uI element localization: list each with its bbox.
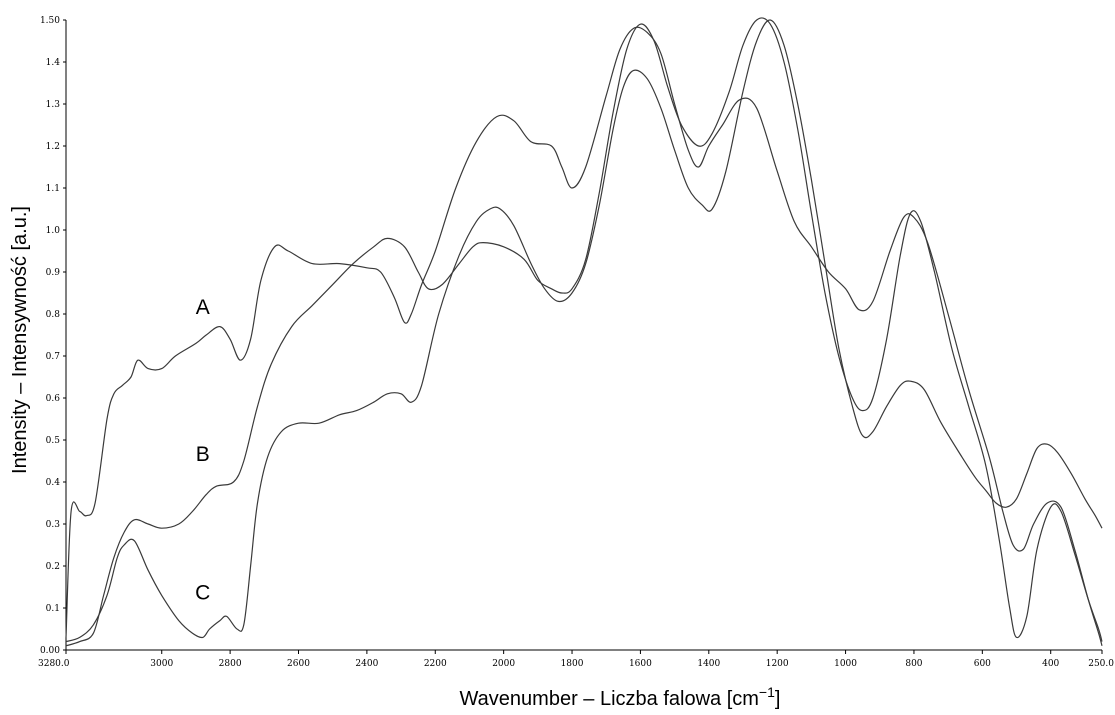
x-tick-label: 1200 bbox=[766, 659, 789, 669]
y-tick-label: 0.5 bbox=[46, 436, 61, 446]
x-tick-label: 400 bbox=[1042, 659, 1059, 669]
x-tick-label: 800 bbox=[905, 659, 922, 669]
x-tick-label: 2200 bbox=[424, 659, 447, 669]
series-line-b bbox=[66, 18, 1102, 646]
y-tick-label: 1.0 bbox=[46, 226, 61, 236]
x-axis-title: Wavenumber – Liczba falowa [cm−1] bbox=[460, 684, 781, 710]
y-tick-label: 0.2 bbox=[46, 562, 60, 572]
series-line-c bbox=[66, 20, 1102, 642]
x-tick-label: 2400 bbox=[355, 659, 378, 669]
x-tick-label: 2800 bbox=[219, 659, 242, 669]
y-tick-label: 0.00 bbox=[40, 646, 60, 656]
y-tick-label: 0.9 bbox=[46, 268, 61, 278]
x-tick-label: 1000 bbox=[834, 659, 857, 669]
y-tick-label: 0.7 bbox=[46, 352, 61, 362]
x-tick-label: 2000 bbox=[492, 659, 515, 669]
y-tick-label: 1.2 bbox=[46, 142, 60, 152]
y-axis-title: Intensity – Intensywność [a.u.] bbox=[9, 206, 31, 474]
y-tick-label: 0.4 bbox=[46, 478, 61, 488]
series-line-a bbox=[66, 27, 1102, 646]
x-tick-label: 2600 bbox=[287, 659, 310, 669]
chart-axes: 3280.0 3000 2800 2600 2400 2200 2000 1800 1600 14… bbox=[38, 16, 1114, 669]
x-tick-label: 1600 bbox=[629, 659, 652, 669]
y-tick-label: 0.3 bbox=[46, 520, 61, 530]
series-label-a: A bbox=[196, 296, 210, 319]
y-tick-label: 0.6 bbox=[46, 394, 61, 404]
x-tick-label: 1800 bbox=[561, 659, 584, 669]
y-tick-label: 0.8 bbox=[46, 310, 61, 320]
series-label-b: B bbox=[196, 443, 210, 466]
plot-area bbox=[66, 18, 1102, 646]
x-tick-label: 3000 bbox=[150, 659, 173, 669]
y-tick-label: 1.1 bbox=[46, 184, 60, 194]
x-tick-label: 250.0 bbox=[1088, 659, 1114, 669]
series-label-c: C bbox=[195, 582, 210, 605]
x-tick-label: 1400 bbox=[697, 659, 720, 669]
y-tick-label: 1.3 bbox=[46, 100, 61, 110]
y-tick-label: 0.1 bbox=[46, 604, 60, 614]
y-tick-label: 1.4 bbox=[46, 58, 61, 68]
x-tick-label: 600 bbox=[974, 659, 991, 669]
x-tick-label: 3280.0 bbox=[38, 659, 70, 669]
y-tick-label: 1.50 bbox=[40, 16, 60, 26]
